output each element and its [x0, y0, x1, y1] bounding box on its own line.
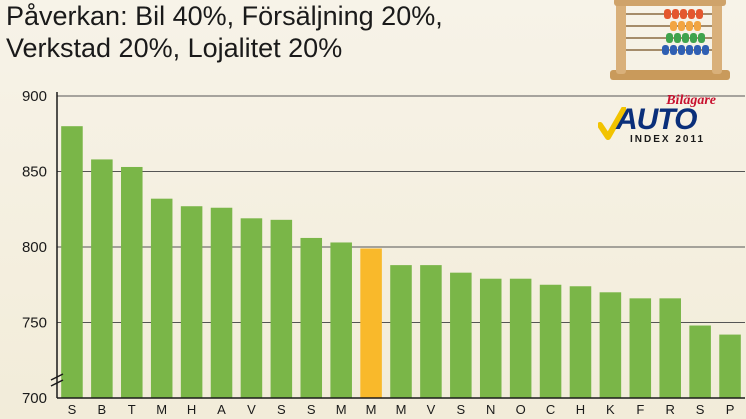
- bar: [150, 198, 173, 398]
- bar: [240, 218, 263, 398]
- checkmark-icon: [598, 107, 626, 140]
- bar: [180, 206, 203, 398]
- x-tick-label: M: [156, 402, 167, 417]
- y-tick-label: 900: [22, 88, 47, 105]
- chart-title: Påverkan: Bil 40%, Försäljning 20%, Verk…: [6, 0, 443, 64]
- x-tick-label: H: [187, 402, 196, 417]
- bar: [300, 237, 323, 398]
- bar: [569, 286, 592, 398]
- bar: [689, 325, 711, 398]
- x-tick-label: K: [606, 402, 615, 417]
- bar: [599, 292, 622, 398]
- x-tick-label: H: [576, 402, 585, 417]
- x-tick-label: S: [68, 402, 77, 417]
- auto-index-logo: Bilägare AUTO INDEX 2011: [594, 93, 720, 149]
- x-tick-label: S: [696, 402, 705, 417]
- bar: [91, 159, 113, 398]
- bar: [121, 166, 143, 398]
- x-tick-label: N: [486, 402, 495, 417]
- y-tick-label: 700: [22, 390, 47, 407]
- title-line-1: Påverkan: Bil 40%, Försäljning 20%,: [6, 1, 443, 31]
- abacus-icon: [610, 0, 730, 80]
- bar: [390, 265, 412, 398]
- x-tick-label: V: [427, 402, 436, 417]
- x-tick-label: A: [217, 402, 226, 417]
- x-tick-label: V: [247, 402, 256, 417]
- x-tick-label: M: [336, 402, 347, 417]
- x-tick-label: B: [98, 402, 107, 417]
- bar: [450, 272, 472, 398]
- bar: [539, 284, 562, 398]
- logo-brand-top: Bilägare: [666, 93, 716, 108]
- bar: [61, 126, 83, 398]
- y-tick-label: 800: [22, 239, 47, 256]
- bar: [659, 298, 681, 398]
- logo-brand-main: AUTO: [616, 103, 697, 136]
- axis-break-mark: [50, 373, 64, 381]
- bar: [479, 278, 502, 398]
- bar: [210, 207, 233, 398]
- y-tick-label: 750: [22, 315, 47, 332]
- x-tick-label: M: [366, 402, 377, 417]
- x-tick-label: O: [516, 402, 526, 417]
- x-tick-label: F: [636, 402, 644, 417]
- x-tick-label: T: [128, 402, 136, 417]
- x-tick-label: C: [546, 402, 555, 417]
- x-tick-label: S: [307, 402, 316, 417]
- x-tick-label: R: [666, 402, 675, 417]
- x-tick-label: S: [456, 402, 465, 417]
- axis-break-mark: [50, 379, 64, 387]
- title-line-2: Verkstad 20%, Lojalitet 20%: [6, 33, 343, 63]
- x-tick-label: M: [396, 402, 407, 417]
- x-tick-label: P: [726, 402, 735, 417]
- bar: [629, 298, 652, 398]
- bar: [360, 248, 382, 398]
- bar: [719, 334, 741, 398]
- bar: [270, 219, 293, 398]
- x-tick-label: S: [277, 402, 286, 417]
- y-tick-label: 850: [22, 164, 47, 181]
- logo-brand-sub: INDEX 2011: [630, 134, 706, 145]
- bar: [509, 278, 532, 398]
- bar: [420, 265, 442, 398]
- bar: [330, 242, 352, 398]
